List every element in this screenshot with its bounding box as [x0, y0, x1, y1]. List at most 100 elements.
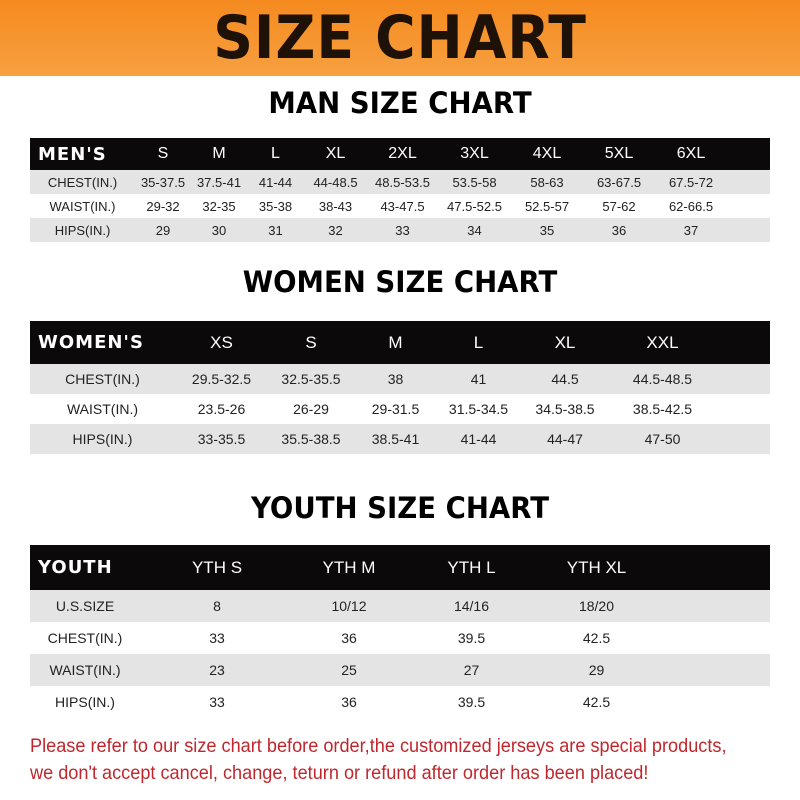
measurement-cell: 35 [539, 222, 555, 238]
table-row: HIPS(IN.) 33 36 39.5 42.5 [30, 686, 770, 718]
row-label: HIPS(IN.) [55, 694, 115, 710]
size-header-cell: L [473, 332, 484, 352]
measurement-cell: 29-31.5 [371, 401, 420, 417]
measurement-cell: 37.5-41 [196, 174, 242, 190]
men-size-table: MEN'S S M L XL 2XL 3XL 4XL 5XL 6XL CHEST(IN.) 35-37… [30, 138, 770, 242]
measurement-cell: 34 [467, 222, 482, 238]
order-notice-line-2: we don't accept cancel, change, teturn o… [30, 762, 649, 784]
size-header-cell: M [388, 332, 403, 352]
measurement-cell: 36 [341, 630, 357, 646]
order-notice: Please refer to our size chart before or… [30, 733, 737, 787]
measurement-cell: 41 [470, 371, 487, 387]
measurement-cell: 44.5 [551, 371, 579, 387]
banner-title: SIZE CHART [213, 3, 587, 73]
measurement-cell: 29.5-32.5 [191, 371, 252, 387]
measurement-cell: 44.5-48.5 [632, 371, 693, 387]
row-label: CHEST(IN.) [47, 174, 118, 190]
measurement-cell: 32 [328, 222, 343, 238]
table-row: U.S.SIZE 8 10/12 14/16 18/20 [30, 590, 770, 622]
size-header-cell: YTH S [191, 557, 243, 577]
measurement-cell: 53.5-58 [452, 174, 497, 190]
measurement-cell: 52.5-57 [524, 198, 570, 214]
measurement-cell: 31 [268, 222, 283, 238]
measurement-cell: 33 [209, 630, 225, 646]
measurement-cell: 41-44 [460, 431, 497, 447]
youth-section-title: YOUTH SIZE CHART [250, 491, 550, 525]
size-header-cell: L [271, 145, 280, 162]
measurement-cell: 35-38 [258, 198, 293, 214]
row-label: U.S.SIZE [55, 598, 115, 614]
size-header-cell: XL [554, 332, 576, 352]
measurement-cell: 29 [155, 222, 171, 238]
table-row: CHEST(IN.) 35-37.5 37.5-41 41-44 44-48.5 48.5… [30, 170, 770, 194]
row-label: WAIST(IN.) [66, 401, 139, 417]
size-header-cell: 3XL [460, 145, 489, 162]
measurement-cell: 44-48.5 [313, 174, 358, 190]
measurement-cell: 23.5-26 [197, 401, 246, 417]
row-label: HIPS(IN.) [54, 222, 111, 238]
measurement-cell: 29-32 [146, 198, 180, 214]
measurement-cell: 44-47 [547, 431, 583, 447]
measurement-cell: 8 [213, 598, 221, 614]
table-row: WAIST(IN.) 23.5-26 26-29 29-31.5 31.5-34.5 34… [30, 394, 770, 424]
measurement-cell: 58-63 [530, 174, 564, 190]
measurement-cell: 43-47.5 [380, 198, 425, 214]
measurement-cell: 33 [395, 222, 410, 238]
men-section-title: MAN SIZE CHART [268, 86, 532, 120]
measurement-cell: 31.5-34.5 [448, 401, 509, 417]
size-header-cell: 6XL [676, 145, 706, 162]
measurement-cell: 36 [611, 222, 627, 238]
size-header-cell: M [212, 145, 226, 162]
row-label: WAIST(IN.) [49, 662, 121, 678]
measurement-cell: 23 [209, 662, 225, 678]
measurement-cell: 57-62 [602, 198, 636, 214]
measurement-cell: 38.5-41 [371, 431, 420, 447]
measurement-cell: 63-67.5 [596, 174, 642, 190]
measurement-cell: 38 [387, 371, 404, 387]
measurement-cell: 48.5-53.5 [375, 174, 430, 190]
row-label: CHEST(IN.) [65, 371, 140, 387]
measurement-cell: 37 [683, 222, 699, 238]
measurement-cell: 35.5-38.5 [281, 431, 341, 447]
table-header-row: WOMEN'S XS S M L XL XXL [30, 321, 770, 364]
measurement-cell: 67.5-72 [668, 174, 714, 190]
measurement-cell: 32-35 [202, 198, 236, 214]
size-header-cell: YTH M [322, 557, 376, 577]
measurement-cell: 33-35.5 [197, 431, 246, 447]
measurement-cell: 29 [588, 662, 605, 678]
table-corner-label: WOMEN'S [38, 332, 144, 353]
table-corner-label: MEN'S [38, 143, 107, 165]
banner: SIZE CHART [0, 0, 800, 76]
order-notice-line-1: Please refer to our size chart before or… [30, 735, 727, 757]
measurement-cell: 26-29 [293, 401, 329, 417]
youth-size-table: YOUTH YTH S YTH M YTH L YTH XL U.S.SIZE 8 10/12… [30, 545, 770, 718]
table-row: HIPS(IN.) 29 30 31 32 33 34 35 36 37 [30, 218, 770, 242]
measurement-cell: 10/12 [331, 598, 367, 614]
measurement-cell: 42.5 [582, 630, 611, 646]
size-header-cell: 4XL [532, 145, 562, 162]
size-header-cell: 5XL [604, 145, 634, 162]
measurement-cell: 35-37.5 [140, 174, 186, 190]
measurement-cell: 41-44 [258, 174, 293, 190]
table-row: CHEST(IN.) 33 36 39.5 42.5 [30, 622, 770, 654]
size-header-cell: S [305, 332, 317, 352]
measurement-cell: 42.5 [582, 694, 611, 710]
size-header-cell: S [157, 145, 169, 162]
table-row: WAIST(IN.) 23 25 27 29 [30, 654, 770, 686]
measurement-cell: 36 [341, 694, 357, 710]
measurement-cell: 38-43 [318, 198, 353, 214]
measurement-cell: 47.5-52.5 [447, 198, 502, 214]
women-size-table: WOMEN'S XS S M L XL XXL CHEST(IN.) 29.5-32.5 32.5… [30, 321, 770, 454]
table-corner-label: YOUTH [38, 557, 113, 578]
measurement-cell: 62-66.5 [668, 198, 714, 214]
measurement-cell: 30 [211, 222, 227, 238]
measurement-cell: 25 [341, 662, 357, 678]
size-header-cell: XS [210, 332, 233, 352]
size-header-cell: XL [325, 145, 346, 162]
table-row: HIPS(IN.) 33-35.5 35.5-38.5 38.5-41 41-44 44-… [30, 424, 770, 454]
measurement-cell: 14/16 [453, 598, 490, 614]
size-header-cell: YTH L [447, 557, 496, 577]
measurement-cell: 47-50 [644, 431, 681, 447]
measurement-cell: 18/20 [578, 598, 615, 614]
row-label: WAIST(IN.) [49, 198, 116, 214]
